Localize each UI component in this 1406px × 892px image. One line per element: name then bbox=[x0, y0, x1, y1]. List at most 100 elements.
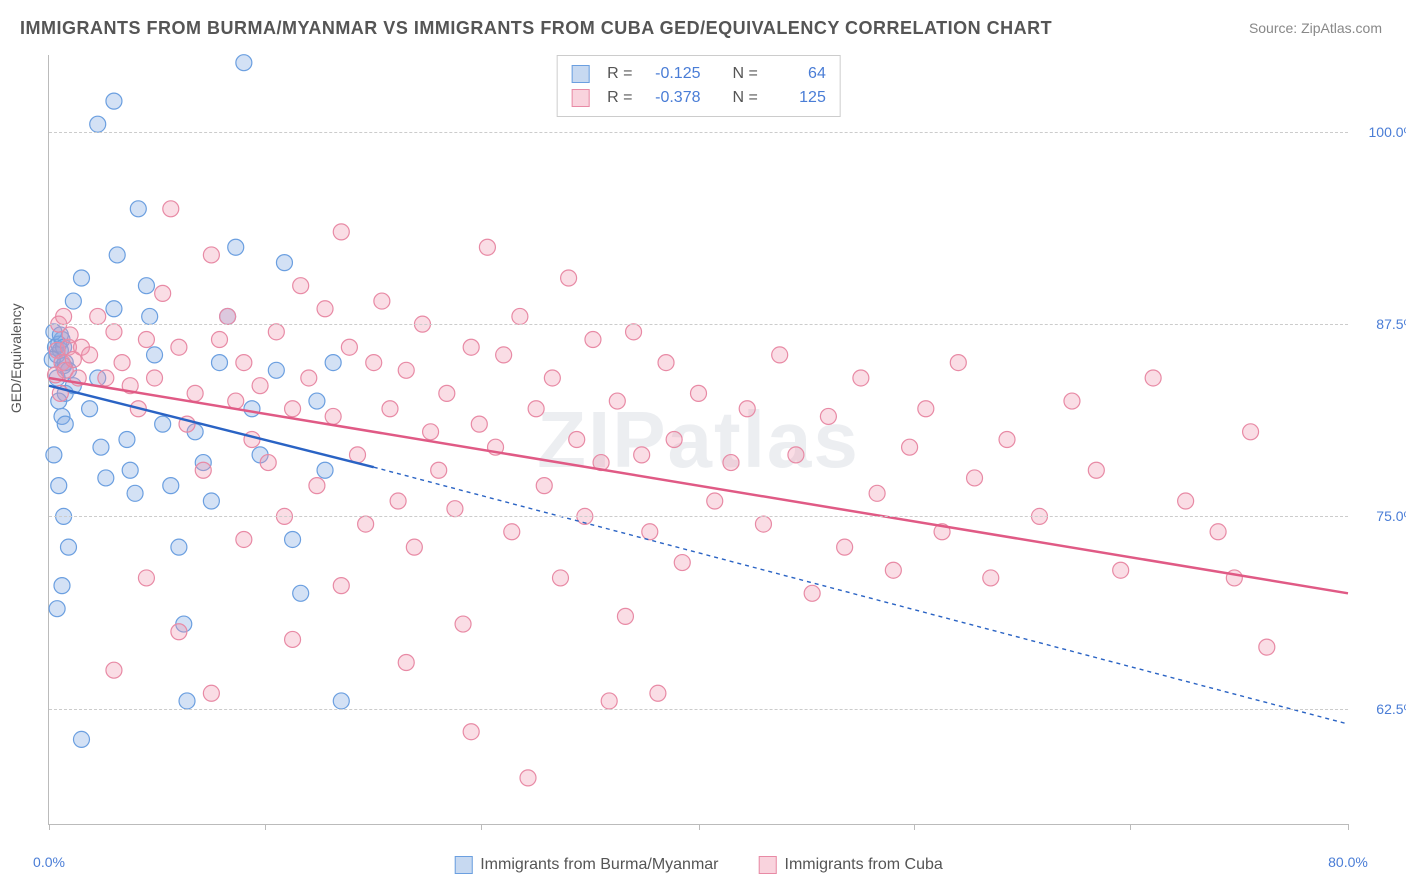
marker-cuba bbox=[423, 424, 439, 440]
marker-cuba bbox=[674, 555, 690, 571]
marker-burma bbox=[325, 355, 341, 371]
r-value-burma: -0.125 bbox=[643, 62, 701, 86]
gridline-h bbox=[49, 516, 1348, 517]
marker-cuba bbox=[658, 355, 674, 371]
marker-cuba bbox=[374, 293, 390, 309]
marker-cuba bbox=[138, 570, 154, 586]
marker-burma bbox=[65, 293, 81, 309]
marker-cuba bbox=[666, 432, 682, 448]
marker-burma bbox=[106, 93, 122, 109]
marker-cuba bbox=[106, 662, 122, 678]
chart-root: IMMIGRANTS FROM BURMA/MYANMAR VS IMMIGRA… bbox=[0, 0, 1406, 892]
marker-cuba bbox=[552, 570, 568, 586]
stats-row-burma: R = -0.125 N = 64 bbox=[571, 62, 826, 86]
marker-burma bbox=[236, 55, 252, 71]
marker-cuba bbox=[398, 362, 414, 378]
marker-cuba bbox=[463, 339, 479, 355]
marker-cuba bbox=[203, 247, 219, 263]
marker-burma bbox=[293, 585, 309, 601]
marker-cuba bbox=[285, 631, 301, 647]
marker-cuba bbox=[642, 524, 658, 540]
marker-burma bbox=[285, 531, 301, 547]
marker-cuba bbox=[650, 685, 666, 701]
marker-cuba bbox=[114, 355, 130, 371]
marker-cuba bbox=[528, 401, 544, 417]
marker-burma bbox=[122, 462, 138, 478]
gridline-h bbox=[49, 709, 1348, 710]
source-link[interactable]: ZipAtlas.com bbox=[1301, 20, 1382, 36]
marker-cuba bbox=[520, 770, 536, 786]
source-label: Source: ZipAtlas.com bbox=[1249, 20, 1382, 36]
swatch-burma-icon bbox=[454, 856, 472, 874]
marker-cuba bbox=[439, 385, 455, 401]
marker-burma bbox=[268, 362, 284, 378]
marker-cuba bbox=[902, 439, 918, 455]
marker-cuba bbox=[788, 447, 804, 463]
marker-cuba bbox=[236, 531, 252, 547]
marker-burma bbox=[106, 301, 122, 317]
legend-label-burma: Immigrants from Burma/Myanmar bbox=[480, 856, 718, 873]
marker-cuba bbox=[999, 432, 1015, 448]
marker-burma bbox=[49, 601, 65, 617]
marker-cuba bbox=[203, 685, 219, 701]
y-tick-label: 75.0% bbox=[1356, 508, 1406, 524]
marker-cuba bbox=[585, 332, 601, 348]
marker-cuba bbox=[1259, 639, 1275, 655]
n-label: N = bbox=[733, 62, 758, 86]
marker-cuba bbox=[252, 378, 268, 394]
marker-burma bbox=[90, 116, 106, 132]
marker-cuba bbox=[293, 278, 309, 294]
marker-cuba bbox=[325, 408, 341, 424]
marker-cuba bbox=[236, 355, 252, 371]
marker-burma bbox=[109, 247, 125, 263]
marker-burma bbox=[179, 693, 195, 709]
n-value-burma: 64 bbox=[768, 62, 826, 86]
marker-burma bbox=[127, 485, 143, 501]
marker-cuba bbox=[62, 327, 78, 343]
marker-burma bbox=[46, 447, 62, 463]
marker-burma bbox=[60, 539, 76, 555]
marker-cuba bbox=[626, 324, 642, 340]
marker-cuba bbox=[885, 562, 901, 578]
marker-burma bbox=[333, 693, 349, 709]
swatch-cuba bbox=[571, 89, 589, 107]
x-tick bbox=[914, 824, 915, 830]
marker-cuba bbox=[536, 478, 552, 494]
marker-burma bbox=[138, 278, 154, 294]
marker-burma bbox=[51, 478, 67, 494]
marker-burma bbox=[93, 439, 109, 455]
marker-cuba bbox=[869, 485, 885, 501]
marker-cuba bbox=[56, 308, 72, 324]
marker-burma bbox=[317, 462, 333, 478]
marker-burma bbox=[203, 493, 219, 509]
marker-cuba bbox=[187, 385, 203, 401]
marker-cuba bbox=[285, 401, 301, 417]
marker-cuba bbox=[358, 516, 374, 532]
marker-cuba bbox=[804, 585, 820, 601]
marker-burma bbox=[73, 270, 89, 286]
marker-cuba bbox=[382, 401, 398, 417]
marker-cuba bbox=[950, 355, 966, 371]
source-prefix: Source: bbox=[1249, 20, 1301, 36]
marker-cuba bbox=[983, 570, 999, 586]
marker-burma bbox=[130, 201, 146, 217]
marker-cuba bbox=[431, 462, 447, 478]
marker-cuba bbox=[260, 455, 276, 471]
marker-cuba bbox=[333, 578, 349, 594]
gridline-h bbox=[49, 132, 1348, 133]
marker-cuba bbox=[220, 308, 236, 324]
marker-cuba bbox=[569, 432, 585, 448]
marker-burma bbox=[155, 416, 171, 432]
marker-cuba bbox=[504, 524, 520, 540]
marker-cuba bbox=[398, 655, 414, 671]
marker-cuba bbox=[967, 470, 983, 486]
marker-cuba bbox=[268, 324, 284, 340]
marker-burma bbox=[82, 401, 98, 417]
y-tick-label: 100.0% bbox=[1356, 124, 1406, 140]
marker-cuba bbox=[1113, 562, 1129, 578]
marker-cuba bbox=[211, 332, 227, 348]
marker-cuba bbox=[479, 239, 495, 255]
marker-burma bbox=[163, 478, 179, 494]
marker-cuba bbox=[601, 693, 617, 709]
marker-cuba bbox=[228, 393, 244, 409]
